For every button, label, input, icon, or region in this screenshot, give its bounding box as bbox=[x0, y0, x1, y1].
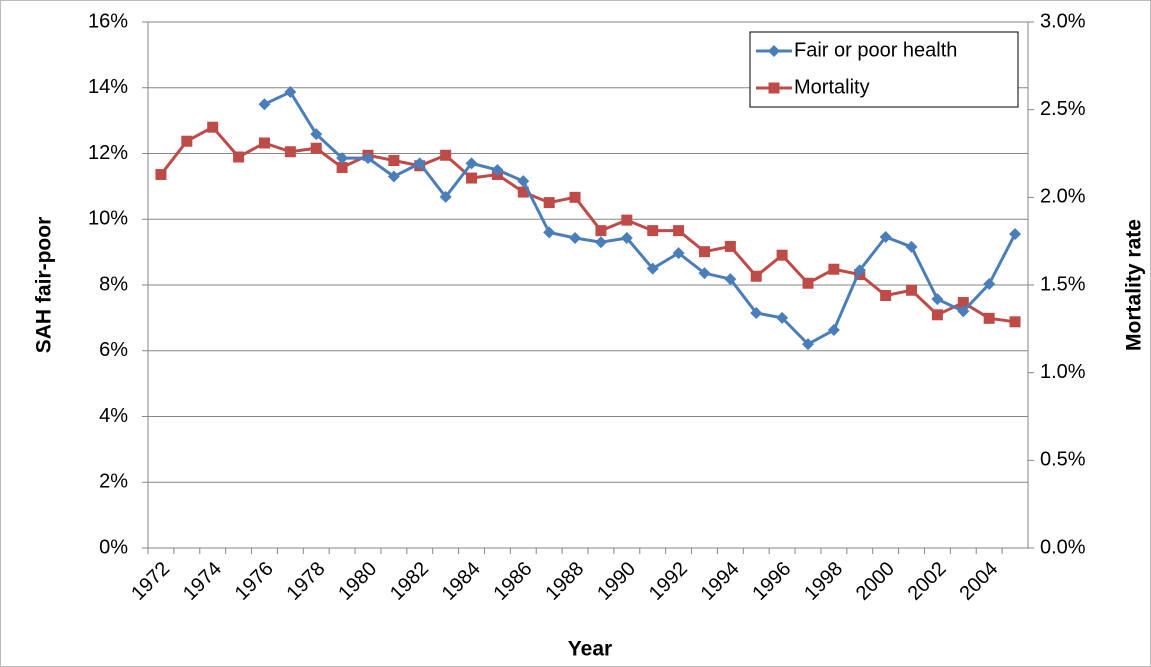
point bbox=[879, 231, 892, 244]
y2-tick-label: 2.5% bbox=[1040, 98, 1086, 120]
point bbox=[621, 214, 633, 226]
point bbox=[768, 45, 780, 57]
legend-box bbox=[749, 31, 1019, 108]
point bbox=[258, 98, 271, 111]
legend-label: Fair or poor health bbox=[794, 39, 957, 61]
point bbox=[569, 231, 582, 244]
point bbox=[672, 247, 685, 260]
point bbox=[750, 270, 762, 282]
point bbox=[620, 231, 633, 244]
point bbox=[310, 142, 322, 154]
point bbox=[439, 190, 452, 203]
point bbox=[440, 149, 452, 161]
point bbox=[673, 225, 685, 237]
point bbox=[880, 290, 892, 302]
point bbox=[491, 163, 504, 176]
point bbox=[827, 324, 840, 337]
y2-tick-label: 2.0% bbox=[1040, 186, 1086, 208]
point bbox=[698, 246, 710, 258]
point bbox=[465, 157, 478, 170]
point bbox=[724, 240, 736, 252]
point bbox=[906, 284, 918, 296]
point bbox=[387, 170, 400, 183]
point bbox=[181, 135, 193, 147]
point bbox=[284, 146, 296, 158]
point bbox=[750, 306, 763, 319]
point bbox=[233, 151, 245, 163]
point bbox=[543, 226, 556, 239]
y2-tick-label: 1.5% bbox=[1040, 273, 1086, 295]
point bbox=[905, 240, 918, 253]
point bbox=[594, 236, 607, 249]
point bbox=[310, 128, 323, 141]
point bbox=[207, 121, 219, 133]
point bbox=[828, 263, 840, 275]
point bbox=[931, 309, 943, 321]
y2-axis-title: Mortality rate bbox=[1123, 219, 1146, 351]
point bbox=[258, 137, 270, 149]
point bbox=[388, 155, 400, 167]
point bbox=[1009, 316, 1021, 328]
y-tick-label: 6% bbox=[99, 339, 128, 361]
y2-tick-label: 0.0% bbox=[1040, 536, 1086, 558]
y-tick-label: 14% bbox=[88, 76, 128, 98]
point bbox=[983, 312, 995, 324]
y-tick-label: 16% bbox=[88, 10, 128, 32]
point bbox=[1009, 228, 1022, 241]
point bbox=[802, 338, 814, 351]
point bbox=[569, 191, 581, 203]
point bbox=[957, 297, 969, 309]
point bbox=[155, 169, 167, 181]
point bbox=[646, 262, 659, 275]
point bbox=[466, 172, 478, 184]
x-axis-title: Year bbox=[568, 638, 612, 661]
y-tick-label: 8% bbox=[99, 273, 128, 295]
y-tick-label: 12% bbox=[88, 142, 128, 164]
point bbox=[362, 152, 374, 165]
y-tick-label: 4% bbox=[99, 405, 128, 427]
point bbox=[931, 293, 944, 306]
y2-tick-label: 0.5% bbox=[1040, 449, 1086, 471]
point bbox=[724, 273, 737, 286]
series-line bbox=[159, 125, 1016, 324]
point bbox=[543, 197, 555, 209]
y-axis-title: SAH fair-poor bbox=[33, 217, 56, 354]
point bbox=[647, 225, 659, 237]
point bbox=[336, 152, 349, 165]
point bbox=[517, 175, 530, 188]
point bbox=[284, 86, 297, 99]
legend-label: Mortality bbox=[794, 76, 870, 98]
y-tick-label: 10% bbox=[88, 208, 128, 230]
y2-tick-label: 1.0% bbox=[1040, 361, 1086, 383]
point bbox=[776, 249, 788, 261]
point bbox=[698, 267, 711, 280]
point bbox=[768, 82, 780, 94]
point bbox=[413, 157, 426, 170]
y2-tick-label: 3.0% bbox=[1040, 10, 1086, 32]
point bbox=[802, 277, 814, 289]
point bbox=[595, 225, 607, 237]
point bbox=[517, 186, 529, 198]
point bbox=[957, 305, 970, 318]
point bbox=[983, 278, 996, 291]
point bbox=[336, 162, 348, 174]
point bbox=[853, 264, 866, 277]
y-tick-label: 2% bbox=[99, 471, 128, 493]
point bbox=[776, 311, 789, 324]
y-tick-label: 0% bbox=[99, 536, 128, 558]
